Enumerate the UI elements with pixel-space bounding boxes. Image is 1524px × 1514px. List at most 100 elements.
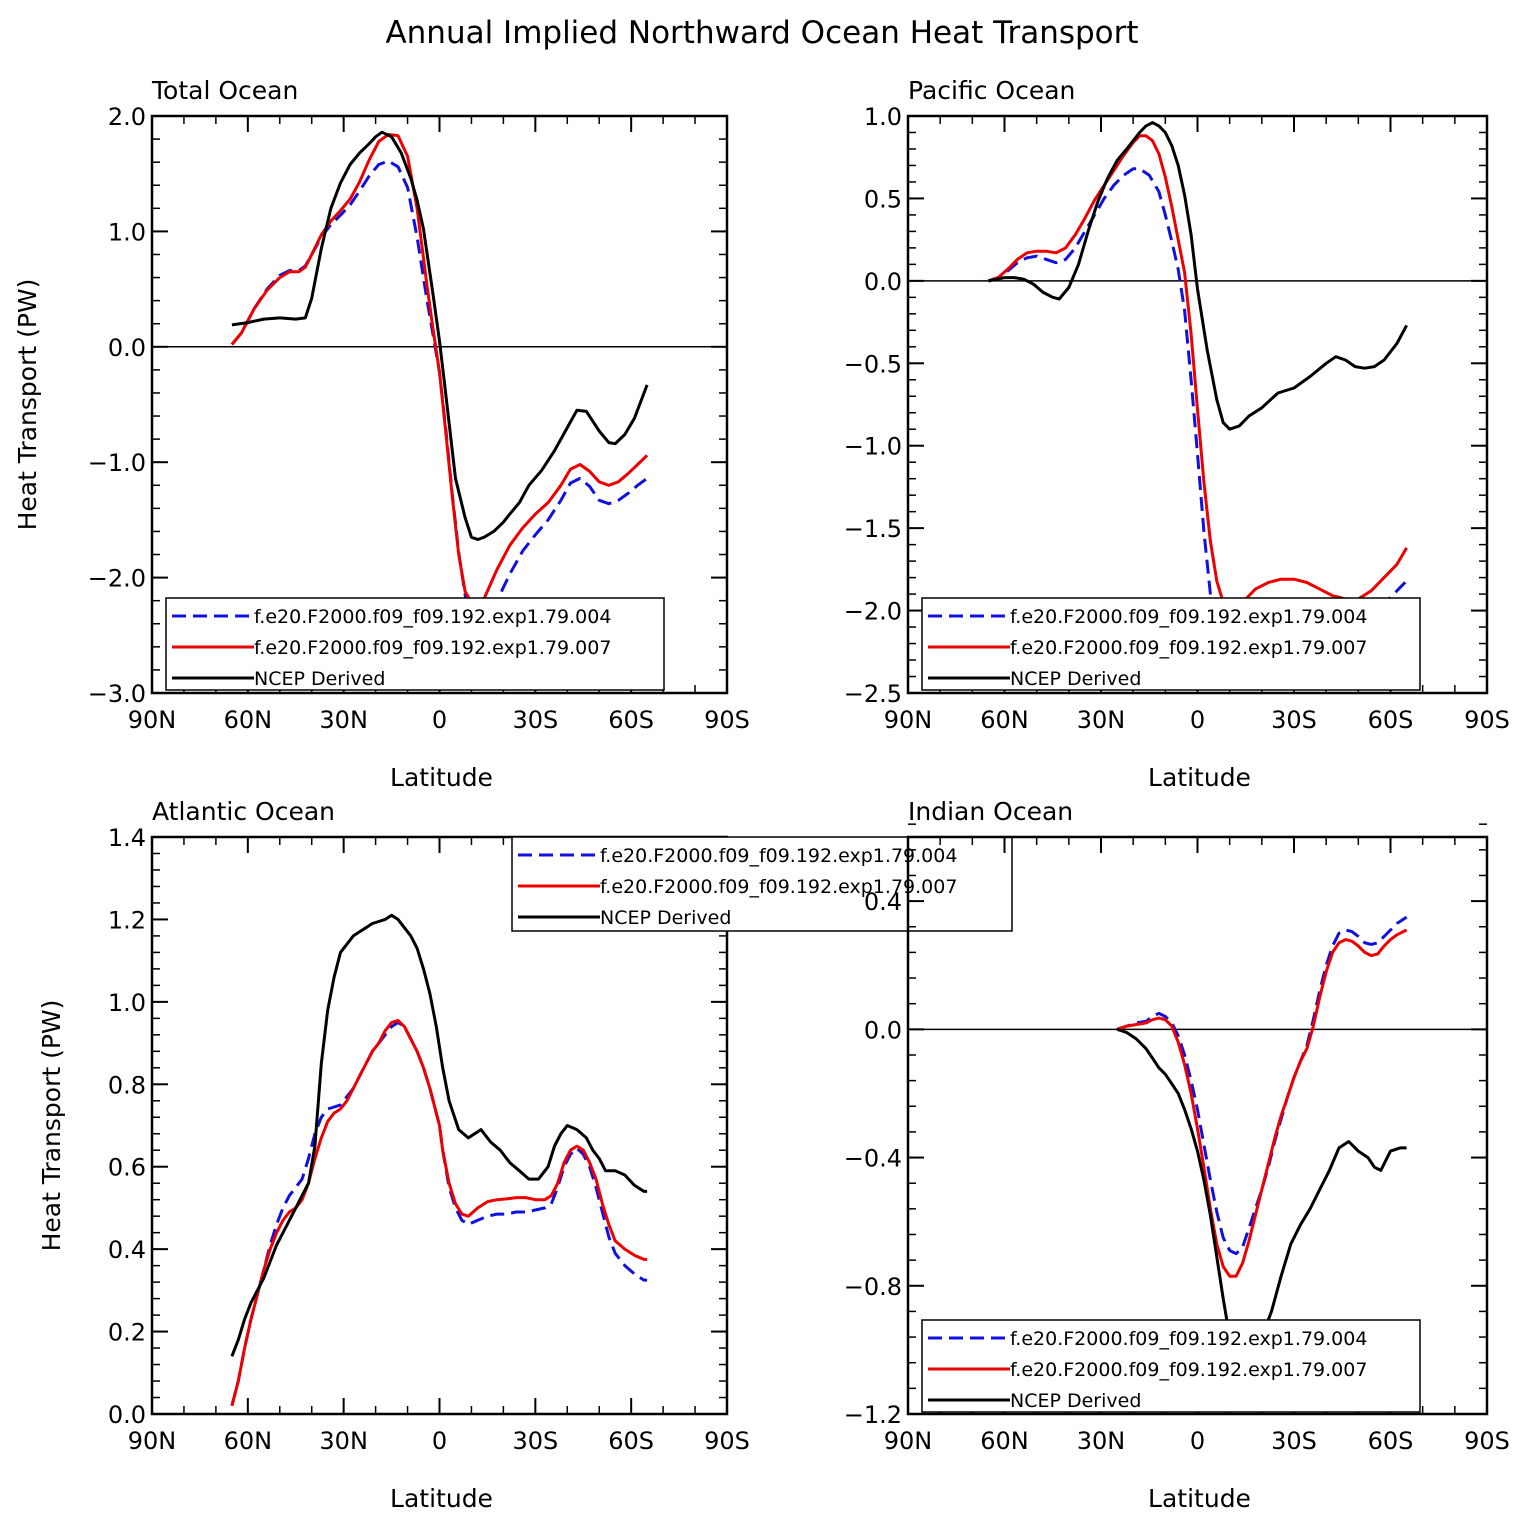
legend-label: NCEP Derived [1010,668,1141,690]
panel-title: Atlantic Ocean [152,797,335,826]
y-tick-label: −1.0 [88,449,146,477]
y-tick-label: 0.0 [864,1016,902,1044]
legend-label: f.e20.F2000.f09_f09.192.exp1.79.004 [254,606,611,628]
x-tick-label: 60N [980,706,1029,734]
x-tick-label: 60N [224,706,273,734]
x-tick-label: 30N [1077,706,1126,734]
x-tick-label: 30S [1271,1427,1317,1455]
panel-title: Pacific Ocean [908,76,1075,105]
legend-label: NCEP Derived [1010,1390,1141,1412]
y-tick-label: 0.5 [864,185,902,213]
x-tick-label: 0 [432,706,447,734]
y-tick-label: 1.0 [864,103,902,131]
legend-label: NCEP Derived [600,907,731,929]
legend-label: f.e20.F2000.f09_f09.192.exp1.79.004 [600,845,957,867]
y-tick-label: 0.6 [108,1154,146,1182]
plot-frame [906,835,1489,1416]
legend: f.e20.F2000.f09_f09.192.exp1.79.004 f.e20… [511,836,1013,932]
x-tick-label: 30S [512,1427,558,1455]
main-title: Annual Implied Northward Ocean Heat Tran… [385,15,1138,51]
panel-title: Indian Ocean [908,797,1073,826]
series-line-2 [231,130,649,541]
panel-0: 90N 60N 30N 0 30S 60S 90S −3.0 −2.0 −1.0 0.0 1.0 2.0… [13,76,750,792]
legend-label: f.e20.F2000.f09_f09.192.exp1.79.007 [254,637,611,659]
legend-label: f.e20.F2000.f09_f09.192.exp1.79.004 [1010,606,1367,628]
legend: f.e20.F2000.f09_f09.192.exp1.79.004 f.e20… [165,597,665,691]
x-tick-label: 60S [1368,1427,1414,1455]
x-tick-label: 90N [884,1427,933,1455]
plot-frame [906,114,1489,695]
plot-frame [150,835,729,1416]
x-tick-label: 60S [608,1427,654,1455]
panels: 90N 60N 30N 0 30S 60S 90S −3.0 −2.0 −1.0 0.0 1.0 2.0… [13,76,1510,1513]
panel-title: Total Ocean [151,76,298,105]
x-tick-label: 0 [1190,1427,1205,1455]
x-tick-label: 30N [1077,1427,1126,1455]
y-tick-label: 0.4 [108,1236,146,1264]
x-tick-label: 60S [1368,706,1414,734]
x-tick-label: 90N [884,706,933,734]
y-tick-label: −1.5 [844,515,902,543]
y-tick-label: 1.4 [108,824,146,852]
legend-label: NCEP Derived [254,668,385,690]
y-tick-label: −2.0 [88,565,146,593]
y-tick-label: −2.5 [844,680,902,708]
x-tick-label: 90S [704,706,750,734]
x-axis-label: Latitude [390,1484,493,1513]
y-tick-label: 0.2 [108,1319,146,1347]
panel-2: 90N 60N 30N 0 30S 60S 90S 0.0 0.2 0.4 0.6 0.8 1.0 1.2… [37,797,1013,1513]
series-line-0 [1116,915,1408,1256]
legend-box [511,836,1013,932]
y-tick-label: −0.5 [844,350,902,378]
x-tick-label: 60N [224,1427,273,1455]
x-tick-label: 0 [1190,706,1205,734]
series-line-0 [230,159,648,631]
x-tick-label: 60S [608,706,654,734]
x-tick-label: 90S [704,1427,750,1455]
y-tick-label: 0.0 [108,1401,146,1429]
x-tick-label: 90S [1464,706,1510,734]
y-tick-label: 0.0 [108,334,146,362]
y-tick-label: 0.0 [864,268,902,296]
y-tick-label: 1.0 [108,218,146,246]
y-axis-label: Heat Transport (PW) [13,279,42,531]
legend-box [921,597,1421,691]
y-tick-label: 1.0 [108,989,146,1017]
legend: f.e20.F2000.f09_f09.192.exp1.79.004 f.e20… [921,1319,1421,1413]
legend-box [165,597,665,691]
x-axis-label: Latitude [1148,763,1251,792]
y-axis-label: Heat Transport (PW) [37,1000,66,1252]
x-tick-label: 30S [1271,706,1317,734]
y-tick-label: 0.4 [864,888,902,916]
legend-label: f.e20.F2000.f09_f09.192.exp1.79.004 [1010,1328,1367,1350]
y-tick-label: −1.2 [844,1401,902,1429]
series-line-1 [230,133,649,607]
y-tick-label: 1.2 [108,906,146,934]
legend: f.e20.F2000.f09_f09.192.exp1.79.004 f.e20… [921,597,1421,691]
x-axis-label: Latitude [1148,1484,1251,1513]
x-tick-label: 90S [1464,1427,1510,1455]
x-tick-label: 30N [319,1427,368,1455]
x-tick-label: 0 [432,1427,447,1455]
series-line-2 [1116,1027,1407,1368]
series-line-1 [987,134,1408,611]
y-tick-label: −1.0 [844,433,902,461]
x-axis-label: Latitude [390,763,493,792]
x-tick-label: 30S [512,706,558,734]
series-line-2 [230,913,648,1357]
y-tick-label: −2.0 [844,598,902,626]
x-tick-label: 90N [128,706,177,734]
y-tick-label: −3.0 [88,680,146,708]
series-line-1 [1116,928,1408,1278]
legend-box [921,1319,1421,1413]
y-tick-label: 0.8 [108,1071,146,1099]
y-tick-label: −0.8 [844,1273,902,1301]
legend-label: f.e20.F2000.f09_f09.192.exp1.79.007 [1010,1359,1367,1381]
plot-frame [150,114,729,695]
panel-1: 90N 60N 30N 0 30S 60S 90S −2.5 −2.0 −1.5 −1.0 −0.5 0… [844,76,1510,792]
legend-label: f.e20.F2000.f09_f09.192.exp1.79.007 [1010,637,1367,659]
y-tick-label: 2.0 [108,103,146,131]
panel-3: 90N 60N 30N 0 30S 60S 90S −1.2 −0.8 −0.4 0.0 0.4 Ind… [844,797,1510,1513]
x-tick-label: 60N [980,1427,1029,1455]
